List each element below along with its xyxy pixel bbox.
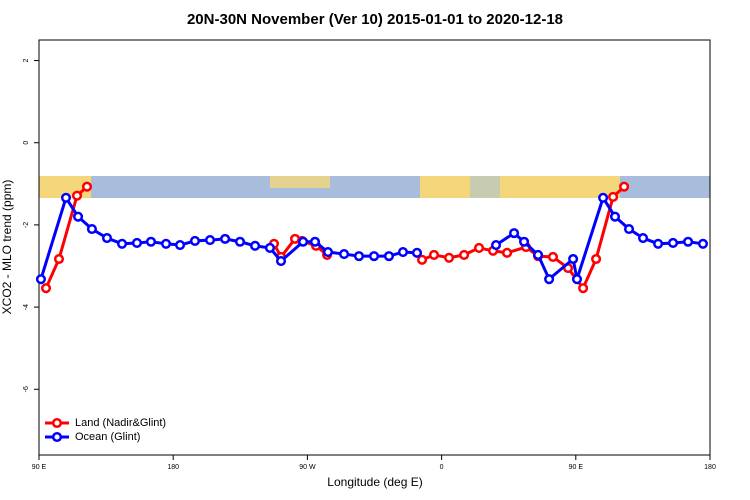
point bbox=[35, 274, 46, 285]
point bbox=[519, 236, 530, 247]
point bbox=[568, 253, 579, 265]
y-tick-label: 2 bbox=[23, 58, 30, 62]
point bbox=[428, 249, 440, 260]
point bbox=[175, 239, 186, 251]
map-strip bbox=[39, 176, 710, 198]
point bbox=[623, 223, 635, 235]
x-axis-label: Longitude (deg E) bbox=[327, 475, 422, 489]
point bbox=[189, 235, 201, 246]
point bbox=[71, 190, 83, 201]
point bbox=[101, 232, 113, 244]
point bbox=[309, 236, 321, 247]
point bbox=[502, 247, 513, 258]
point bbox=[383, 251, 395, 262]
point bbox=[697, 238, 709, 249]
legend-marker bbox=[51, 431, 63, 443]
y-tick-label: -4 bbox=[23, 304, 30, 310]
y-tick-label: 0 bbox=[23, 141, 30, 145]
y-tick-label: -6 bbox=[23, 386, 30, 392]
point bbox=[653, 238, 664, 249]
point bbox=[298, 236, 309, 247]
x-tick-label: 180 bbox=[704, 464, 716, 471]
x-tick-label: 90 E bbox=[569, 464, 584, 471]
point bbox=[53, 253, 65, 265]
point bbox=[411, 247, 423, 258]
point bbox=[86, 223, 97, 235]
point bbox=[608, 191, 619, 203]
point bbox=[490, 239, 502, 251]
point bbox=[117, 238, 128, 249]
chart-title: 20N-30N November (Ver 10) 2015-01-01 to … bbox=[187, 11, 563, 28]
point bbox=[619, 181, 630, 192]
point bbox=[591, 253, 602, 265]
point bbox=[339, 249, 350, 260]
point bbox=[598, 192, 609, 203]
point bbox=[369, 251, 380, 262]
point bbox=[417, 254, 428, 265]
point bbox=[81, 181, 93, 192]
series-line bbox=[39, 194, 704, 282]
y-axis-label: XCO2 - MLO trend (ppm) bbox=[0, 180, 14, 315]
point bbox=[131, 237, 143, 249]
point bbox=[683, 236, 694, 247]
point bbox=[578, 283, 589, 294]
point bbox=[547, 251, 559, 263]
point bbox=[220, 233, 231, 244]
x-tick-label: 90 W bbox=[299, 464, 316, 471]
point bbox=[73, 211, 84, 222]
point bbox=[160, 238, 172, 249]
point bbox=[571, 274, 583, 285]
plot-frame bbox=[38, 39, 711, 456]
x-tick-label: 90 E bbox=[32, 464, 47, 471]
point bbox=[40, 283, 52, 294]
point bbox=[145, 236, 157, 247]
point bbox=[509, 228, 520, 239]
point bbox=[609, 211, 621, 222]
point bbox=[275, 256, 287, 267]
legend-label: Land (Nadir&Glint) bbox=[75, 417, 166, 429]
point bbox=[397, 246, 409, 258]
point bbox=[533, 249, 544, 260]
point bbox=[544, 274, 555, 285]
legend-marker bbox=[51, 417, 63, 429]
point bbox=[60, 192, 72, 203]
point bbox=[353, 251, 365, 262]
y-tick-label: -2 bbox=[23, 222, 30, 228]
point bbox=[204, 235, 216, 246]
point bbox=[444, 252, 455, 263]
x-tick-label: 180 bbox=[167, 464, 179, 471]
point bbox=[322, 246, 334, 258]
x-tick-label: 0 bbox=[440, 464, 444, 471]
legend-label: Ocean (Glint) bbox=[75, 431, 140, 443]
point bbox=[264, 242, 276, 253]
point bbox=[234, 236, 246, 247]
series-line bbox=[44, 185, 626, 292]
point bbox=[473, 242, 485, 253]
point bbox=[637, 232, 649, 244]
point bbox=[250, 240, 261, 251]
point bbox=[667, 237, 679, 249]
point bbox=[459, 249, 470, 260]
